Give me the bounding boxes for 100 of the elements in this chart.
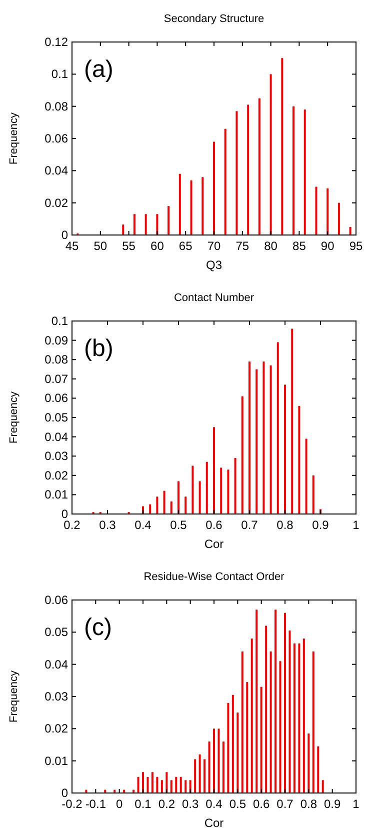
x-tick-label: 0.9 [324, 797, 341, 811]
bar [293, 643, 296, 793]
bar [218, 728, 220, 793]
y-tick-label: 0.1 [51, 67, 68, 82]
bar [202, 177, 204, 235]
x-axis-title: Cor [204, 816, 224, 830]
bar [298, 406, 300, 514]
bar [184, 496, 187, 514]
x-tick-label: 95 [349, 239, 363, 253]
annotation: (b) [84, 335, 114, 362]
x-tick-label: 0.7 [276, 797, 294, 811]
x-tick-label: 60 [150, 239, 164, 253]
bar [192, 466, 194, 514]
x-axis-title: Q3 [206, 258, 222, 272]
bar [190, 180, 192, 235]
y-tick-label: 0.02 [44, 722, 68, 736]
bar [160, 780, 163, 793]
x-tick-label: 70 [207, 239, 221, 253]
y-tick-label: 0.05 [44, 410, 68, 424]
x-tick-label: 0.5 [170, 518, 188, 532]
y-tick-label: 0 [61, 507, 68, 521]
y-tick-label: 0 [61, 228, 68, 242]
y-tick-label: 0.02 [44, 196, 68, 210]
bar [198, 754, 201, 793]
bar [338, 202, 340, 235]
y-tick-label: 0.04 [44, 430, 68, 444]
y-tick-label: 0.08 [44, 99, 68, 114]
y-tick-label: 0.1 [51, 314, 68, 328]
bar [270, 74, 272, 235]
x-tick-label: 80 [264, 239, 278, 253]
y-tick-label: 0.08 [44, 352, 68, 367]
x-tick-label: 90 [320, 239, 335, 253]
bar [170, 501, 172, 514]
bar [305, 438, 308, 514]
bar [292, 106, 295, 235]
y-axis-title: Frequency [8, 670, 20, 722]
y-tick-label: 0.05 [44, 625, 68, 640]
chart-title: Contact Number [174, 292, 254, 304]
y-axis-title: Frequency [8, 112, 20, 164]
bar [163, 490, 166, 514]
bar [284, 612, 286, 793]
x-tick-label: 0.8 [276, 518, 294, 532]
bar [178, 481, 180, 514]
y-tick-label: 0.12 [44, 35, 68, 49]
x-tick-label: 0.7 [241, 518, 258, 532]
bar [274, 610, 277, 793]
y-tick-label: 0 [61, 786, 68, 800]
bar [258, 98, 260, 235]
bar [247, 104, 250, 235]
chart-title: Secondary Structure [164, 13, 264, 25]
bar [256, 610, 258, 793]
bar [270, 365, 272, 514]
y-tick-label: 0.06 [44, 132, 68, 146]
bar [298, 643, 300, 793]
bar [312, 651, 314, 793]
x-tick-label: 0.8 [300, 797, 318, 811]
bar [256, 369, 258, 514]
bar [133, 214, 136, 235]
bar [322, 780, 324, 793]
bar [308, 733, 310, 793]
x-tick-label: 0.1 [134, 797, 152, 811]
bar [198, 481, 201, 514]
bar [142, 772, 144, 793]
annotation: (a) [84, 56, 114, 83]
x-tick-label: 65 [178, 239, 193, 253]
bar [315, 186, 318, 235]
y-tick-label: 0.04 [44, 164, 68, 178]
bar [291, 328, 294, 514]
bar [146, 776, 149, 793]
bar [236, 111, 238, 235]
bar [175, 776, 178, 793]
bar [349, 226, 352, 235]
bar [246, 682, 248, 793]
y-tick-label: 0.07 [44, 372, 68, 386]
bar [206, 462, 208, 514]
bar [213, 728, 215, 793]
bar [156, 214, 158, 235]
bar [156, 776, 158, 793]
bar [270, 651, 272, 793]
bar [260, 686, 262, 793]
bar [222, 742, 224, 793]
x-tick-label: 0.9 [312, 518, 330, 532]
bar [156, 496, 158, 514]
x-tick-label: 0.3 [99, 518, 116, 532]
x-tick-label: 0.6 [206, 518, 223, 532]
bar [279, 661, 282, 793]
bar [184, 780, 187, 793]
x-tick-label: 75 [236, 239, 250, 253]
bar [250, 638, 253, 793]
y-tick-label: 0.06 [44, 593, 68, 607]
x-tick-label: 85 [292, 239, 306, 253]
bar [312, 475, 314, 514]
bar [227, 470, 230, 514]
bar [326, 188, 329, 235]
bar [213, 427, 215, 514]
bar [234, 458, 236, 514]
bar [232, 694, 234, 793]
bar [248, 362, 250, 514]
bar [317, 746, 320, 793]
y-tick-label: 0.02 [44, 468, 68, 482]
